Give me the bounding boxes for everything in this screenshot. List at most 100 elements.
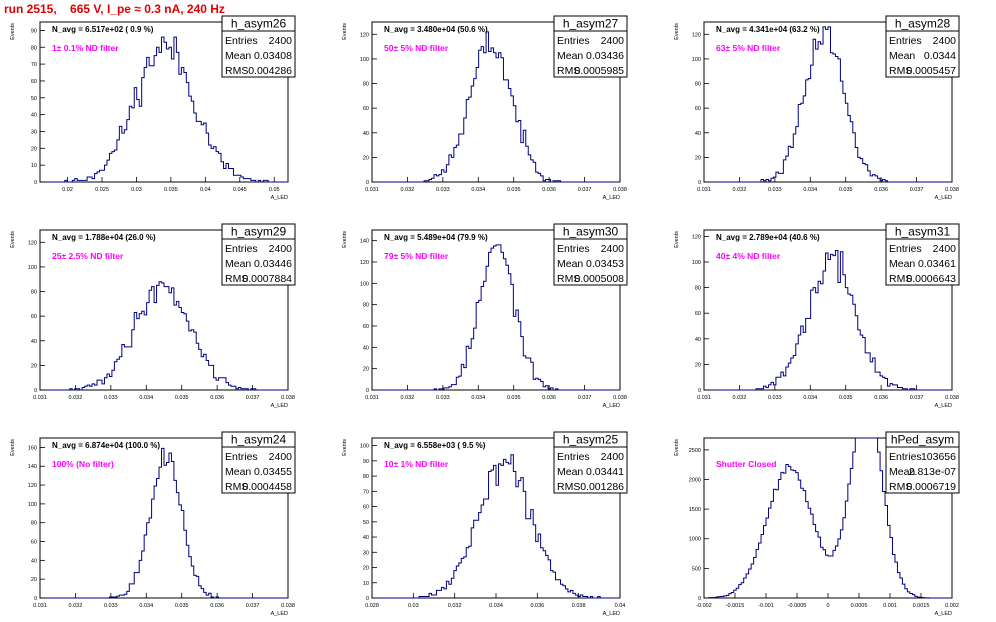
y-tick-label: 120 <box>28 240 37 246</box>
y-tick-label: 70 <box>363 489 369 495</box>
stats-mean-label: Mean <box>889 50 915 62</box>
plot-frame <box>39 229 289 391</box>
x-tick-label: 0.031 <box>365 187 379 193</box>
x-tick-label: 0.038 <box>613 395 627 401</box>
x-tick-label: 0.038 <box>945 187 959 193</box>
stats-box: h_asym31 Entries 2400 Mean 0.03461 RMS0.00066… <box>885 223 960 286</box>
y-tick-label: 0 <box>698 388 701 394</box>
y-tick-label: 0 <box>34 388 37 394</box>
y-tick-label: 80 <box>695 286 701 292</box>
x-tick-label: 0.036 <box>530 603 544 609</box>
stats-entries-value: 2400 <box>601 243 625 255</box>
stats-values-box <box>553 238 628 286</box>
stats-mean-label: Mean <box>889 258 915 270</box>
y-tick-label: 60 <box>31 79 37 85</box>
stats-mean-value: 0.03461 <box>918 258 956 270</box>
x-tick-label: 0.034 <box>471 187 485 193</box>
panel-h_asym26: 0.02 0.025 0.03 0.035 0.04 0.045 0.05 0 10 20 30 40… <box>10 15 296 201</box>
x-tick-label: 0.035 <box>164 187 178 193</box>
x-tick-label: 0.037 <box>246 395 260 401</box>
x-tick-label: 0.033 <box>436 395 450 401</box>
panel-h_asym25: 0.028 0.03 0.032 0.034 0.036 0.038 0.04 0 10 20 30… <box>342 431 628 617</box>
x-tick-label: 0.002 <box>945 603 959 609</box>
x-tick-label: 0.05 <box>269 187 280 193</box>
x-tick-label: -0.002 <box>696 603 712 609</box>
stats-rms-label: RMS <box>889 273 912 285</box>
stats-mean-label: Mean <box>889 466 915 478</box>
histogram-line <box>40 281 288 391</box>
y-axis-label: Events <box>10 231 16 248</box>
x-tick-label: 0.031 <box>697 395 711 401</box>
y-tick-label: 20 <box>31 363 37 369</box>
stats-entries-label: Entries <box>889 451 922 463</box>
y-tick-label: 20 <box>363 155 369 161</box>
stats-box: h_asym28 Entries 2400 Mean 0.0344 RMS0.000545… <box>885 15 960 78</box>
y-tick-label: 0 <box>366 388 369 394</box>
stats-rms-label: RMS <box>225 273 248 285</box>
stats-mean-label: Mean <box>557 258 583 270</box>
navg-label: N_avg = 2.789e+04 (40.6 %) <box>716 233 820 242</box>
histogram-name: h_asym27 <box>563 17 619 31</box>
y-tick-label: 10 <box>31 163 37 169</box>
x-tick-label: 0.032 <box>733 187 747 193</box>
histogram-name: hPed_asym <box>891 433 954 447</box>
x-tick-label: 0.032 <box>401 395 415 401</box>
y-tick-label: 160 <box>28 445 37 451</box>
histogram-line <box>372 31 620 183</box>
panel-h_asym30: 0.031 0.032 0.033 0.034 0.035 0.036 0.037 0.038… <box>342 223 628 409</box>
stats-box: h_asym24 Entries 2400 Mean 0.03455 RMS0.00044… <box>221 431 296 494</box>
stats-values-box <box>553 446 628 494</box>
x-tick-label: 0.033 <box>768 187 782 193</box>
panel-h_asym29: 0.031 0.032 0.033 0.034 0.035 0.036 0.037 0.038… <box>10 223 296 409</box>
navg-label: N_avg = 5.489e+04 (79.9 %) <box>384 233 488 242</box>
x-tick-label: 0.0005 <box>851 603 868 609</box>
stats-values-box <box>885 238 960 286</box>
histogram-line <box>704 249 952 391</box>
x-tick-label: -0.0005 <box>788 603 807 609</box>
stats-mean-label: Mean <box>225 258 251 270</box>
y-tick-label: 1500 <box>689 507 701 513</box>
y-axis-label: Events <box>674 439 680 456</box>
y-tick-label: 20 <box>31 577 37 583</box>
x-tick-label: 0.037 <box>246 603 260 609</box>
y-tick-label: 100 <box>28 265 37 271</box>
stats-entries-value: 2400 <box>601 35 625 47</box>
x-axis-label: A_LED <box>935 611 952 617</box>
stats-values-box <box>221 446 296 494</box>
x-tick-label: 0.001 <box>883 603 897 609</box>
y-tick-label: 0 <box>698 180 701 186</box>
x-tick-label: 0.036 <box>210 603 224 609</box>
y-tick-label: 90 <box>31 28 37 34</box>
x-tick-label: 0.035 <box>175 603 189 609</box>
y-tick-label: 0 <box>366 180 369 186</box>
stats-entries-value: 2400 <box>269 243 293 255</box>
filter-label: 1± 0.1% ND filter <box>52 43 119 53</box>
histogram-line <box>372 454 620 599</box>
x-axis-label: A_LED <box>603 611 620 617</box>
stats-values-box <box>221 30 296 78</box>
stats-entries-label: Entries <box>557 35 590 47</box>
histogram-name: h_asym25 <box>563 433 619 447</box>
x-tick-label: 0.032 <box>401 187 415 193</box>
y-tick-label: 40 <box>31 339 37 345</box>
y-tick-label: 80 <box>363 82 369 88</box>
stats-values-box <box>221 238 296 286</box>
stats-box: h_asym25 Entries 2400 Mean 0.03441 RMS 0.00128… <box>553 431 628 494</box>
x-tick-label: 0.036 <box>542 395 556 401</box>
navg-label: N_avg = 6.874e+04 (100.0 %) <box>52 441 160 450</box>
stats-entries-label: Entries <box>557 243 590 255</box>
x-tick-label: 0.032 <box>69 603 83 609</box>
navg-label: N_avg = 1.788e+04 (26.0 %) <box>52 233 156 242</box>
y-tick-label: 80 <box>31 521 37 527</box>
histogram-name: h_asym31 <box>895 225 951 239</box>
y-tick-label: 140 <box>28 464 37 470</box>
stats-rms-value: 0.0005008 <box>574 273 624 285</box>
stats-entries-label: Entries <box>557 451 590 463</box>
plot-frame <box>703 229 953 391</box>
histogram-name: h_asym30 <box>563 225 619 239</box>
x-tick-label: 0.036 <box>874 187 888 193</box>
panel-h_asym31: 0.031 0.032 0.033 0.034 0.035 0.036 0.037 0.038… <box>674 223 960 409</box>
y-tick-label: 90 <box>363 459 369 465</box>
y-tick-label: 100 <box>360 57 369 63</box>
